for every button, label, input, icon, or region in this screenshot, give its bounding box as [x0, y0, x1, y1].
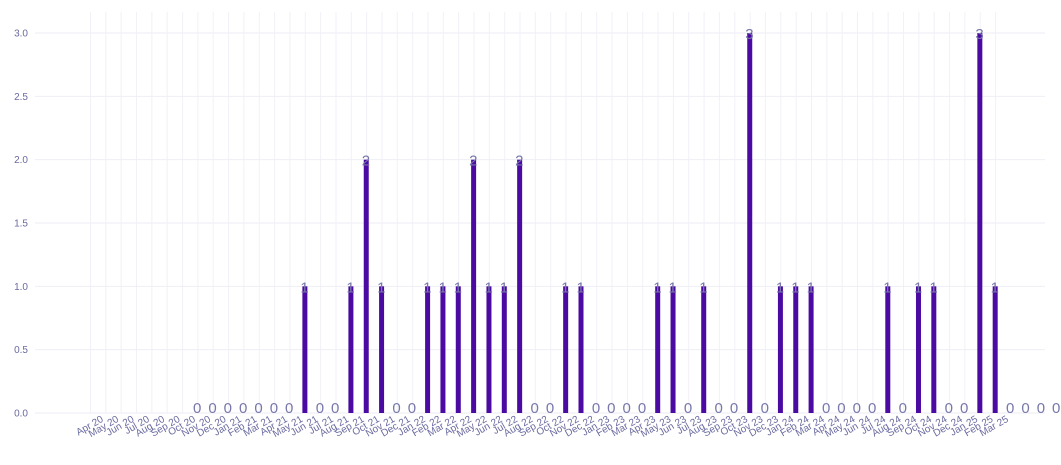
- value-label: 0: [1006, 400, 1014, 417]
- value-label: 1: [776, 279, 784, 296]
- bar: [777, 286, 783, 413]
- bar: [992, 286, 998, 413]
- value-label: 1: [991, 279, 999, 296]
- value-label: 0: [853, 400, 861, 417]
- value-label: 0: [392, 400, 400, 417]
- value-label: 2: [515, 153, 523, 170]
- value-label: 2: [362, 153, 370, 170]
- value-label: 0: [1052, 400, 1060, 417]
- value-label: 0: [715, 400, 723, 417]
- value-label: 0: [1037, 400, 1045, 417]
- bar: [501, 286, 507, 413]
- bar: [701, 286, 707, 413]
- bar: [440, 286, 446, 413]
- value-label: 0: [837, 400, 845, 417]
- bar: [793, 286, 799, 413]
- bar: [977, 33, 983, 413]
- value-label: 0: [530, 400, 538, 417]
- value-label: 0: [684, 400, 692, 417]
- value-label: 3: [975, 26, 983, 43]
- bar: [425, 286, 431, 413]
- y-tick-label: 2.5: [14, 92, 28, 103]
- value-label: 0: [270, 400, 278, 417]
- value-label: 0: [730, 400, 738, 417]
- value-label: 0: [208, 400, 216, 417]
- bar: [379, 286, 385, 413]
- bar: [578, 286, 584, 413]
- bar: [363, 159, 369, 413]
- value-label: 0: [1021, 400, 1029, 417]
- bar: [808, 286, 814, 413]
- bar: [517, 159, 523, 413]
- y-tick-label: 0.5: [14, 345, 28, 356]
- value-label: 0: [761, 400, 769, 417]
- y-axis: 0.0 0.5 1.0 1.5 2.0 2.5 3.0: [14, 29, 28, 420]
- bar: [302, 286, 308, 413]
- value-label: 0: [592, 400, 600, 417]
- value-label: 0: [408, 400, 416, 417]
- bar: [747, 33, 753, 413]
- value-label: 1: [653, 279, 661, 296]
- bar: [471, 159, 477, 413]
- bar: [655, 286, 661, 413]
- value-label: 1: [883, 279, 891, 296]
- value-label: 1: [423, 279, 431, 296]
- value-label: 1: [791, 279, 799, 296]
- y-tick-label: 2.0: [14, 155, 28, 166]
- value-label: 3: [745, 26, 753, 43]
- value-label: 1: [561, 279, 569, 296]
- value-label: 1: [914, 279, 922, 296]
- value-label: 1: [377, 279, 385, 296]
- value-label: 1: [454, 279, 462, 296]
- value-label: 1: [346, 279, 354, 296]
- value-label: 0: [224, 400, 232, 417]
- value-label: 0: [546, 400, 554, 417]
- value-label: 0: [239, 400, 247, 417]
- value-label: 1: [669, 279, 677, 296]
- value-label: 0: [331, 400, 339, 417]
- bar: [486, 286, 492, 413]
- bar-layer: [302, 33, 998, 413]
- y-tick-label: 0.0: [14, 409, 28, 420]
- y-tick-label: 1.5: [14, 219, 28, 230]
- value-label: 0: [316, 400, 324, 417]
- value-label: 0: [868, 400, 876, 417]
- bar: [455, 286, 461, 413]
- bar: [915, 286, 921, 413]
- y-tick-label: 3.0: [14, 29, 28, 40]
- value-label: 1: [577, 279, 585, 296]
- bar: [931, 286, 937, 413]
- value-label: 0: [945, 400, 953, 417]
- bar: [348, 286, 354, 413]
- value-label: 0: [254, 400, 262, 417]
- value-label: 0: [638, 400, 646, 417]
- value-label: 1: [500, 279, 508, 296]
- bar: [563, 286, 569, 413]
- value-label: 2: [469, 153, 477, 170]
- value-label: 1: [484, 279, 492, 296]
- bar: [670, 286, 676, 413]
- value-label: 1: [929, 279, 937, 296]
- value-label: 1: [300, 279, 308, 296]
- value-label: 0: [607, 400, 615, 417]
- value-label: 0: [960, 400, 968, 417]
- grid-layer: [35, 12, 1045, 414]
- value-label: 1: [807, 279, 815, 296]
- value-label: 0: [193, 400, 201, 417]
- y-tick-label: 1.0: [14, 282, 28, 293]
- value-label: 0: [285, 400, 293, 417]
- value-label: 1: [438, 279, 446, 296]
- value-label: 0: [899, 400, 907, 417]
- value-label: 0: [822, 400, 830, 417]
- value-label: 1: [699, 279, 707, 296]
- bar: [885, 286, 891, 413]
- value-label: 0: [623, 400, 631, 417]
